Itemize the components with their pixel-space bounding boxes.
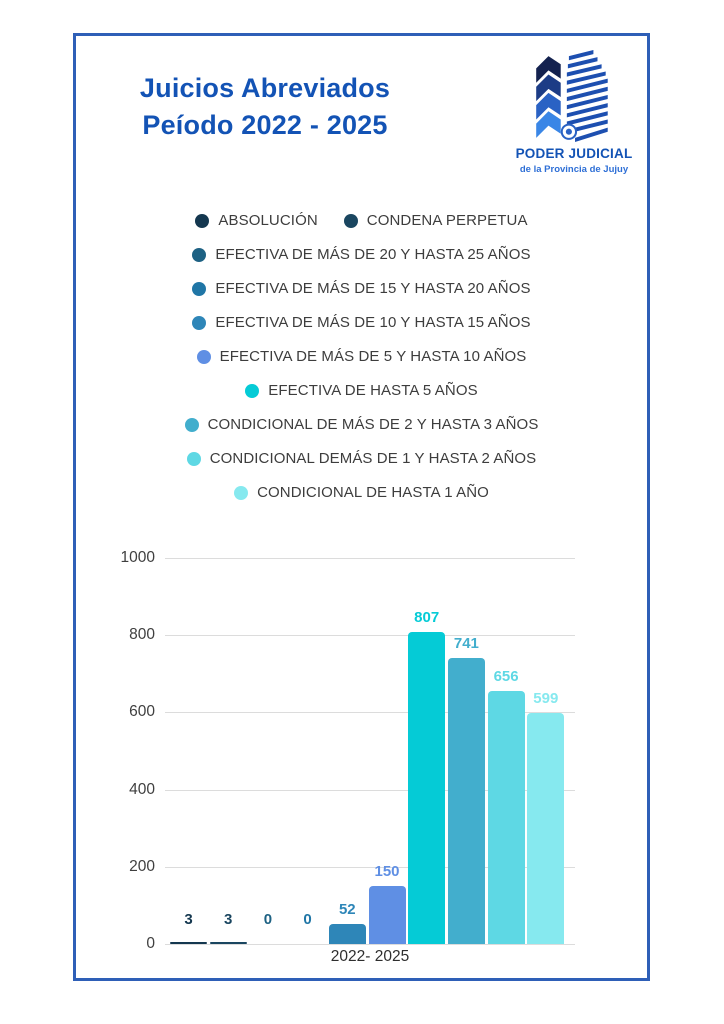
legend-label: EFECTIVA DE MÁS DE 10 Y HASTA 15 AÑOS	[215, 314, 531, 331]
gridline	[165, 944, 575, 945]
y-axis-tick-label: 1000	[120, 549, 155, 566]
legend-label: EFECTIVA DE HASTA 5 AÑOS	[268, 382, 478, 399]
legend-color-dot-icon	[184, 417, 199, 432]
legend-item: CONDENA PERPETUA	[343, 212, 528, 229]
legend-label: CONDICIONAL DEMÁS DE 1 Y HASTA 2 AÑOS	[209, 450, 537, 467]
bar-value-label: 656	[493, 667, 519, 685]
bar-value-label: 807	[414, 609, 440, 627]
legend-item: CONDICIONAL DE MÁS DE 2 Y HASTA 3 AÑOS	[184, 416, 539, 433]
gridline	[165, 789, 575, 791]
chart-legend: ABSOLUCIÓN CONDENA PERPETUA EFECTIVA DE MÁ…	[76, 212, 647, 501]
bar-value-label: 3	[184, 911, 193, 928]
legend-row: EFECTIVA DE MÁS DE 20 Y HASTA 25 AÑOS	[192, 246, 531, 263]
poder-judicial-logo: PODER JUDICIAL de la Provincia de Jujuy	[498, 50, 650, 175]
legend-row: CONDICIONAL DE HASTA 1 AÑO	[234, 484, 489, 501]
bar	[209, 942, 247, 944]
judicial-building-icon	[536, 50, 608, 142]
legend-row: CONDICIONAL DEMÁS DE 1 Y HASTA 2 AÑOS	[186, 450, 537, 467]
bar	[527, 712, 565, 944]
legend-row: CONDICIONAL DE MÁS DE 2 Y HASTA 3 AÑOS	[184, 416, 539, 433]
legend-item: CONDICIONAL DE HASTA 1 AÑO	[234, 484, 489, 501]
legend-item: EFECTIVA DE HASTA 5 AÑOS	[245, 382, 478, 399]
legend-row: EFECTIVA DE MÁS DE 10 Y HASTA 15 AÑOS	[192, 314, 531, 331]
legend-color-dot-icon	[195, 213, 210, 228]
logo-subtitle: de la Provincia de Jujuy	[519, 164, 629, 175]
legend-color-dot-icon	[196, 349, 211, 364]
bar	[408, 632, 446, 944]
legend-label: CONDICIONAL DE HASTA 1 AÑO	[257, 484, 489, 501]
y-axis-tick-label: 400	[129, 780, 155, 798]
legend-color-dot-icon	[192, 281, 207, 296]
bar	[487, 690, 525, 944]
legend-label: ABSOLUCIÓN	[218, 212, 318, 229]
legend-item: CONDICIONAL DEMÁS DE 1 Y HASTA 2 AÑOS	[186, 450, 537, 467]
legend-color-dot-icon	[192, 315, 207, 330]
legend-label: EFECTIVA DE MÁS DE 20 Y HASTA 25 AÑOS	[215, 246, 531, 263]
bar-value-label: 741	[453, 634, 479, 652]
bar	[368, 886, 406, 944]
x-axis-label: 2022- 2025	[330, 948, 410, 965]
bar-value-label: 52	[338, 900, 356, 918]
logo-name: PODER JUDICIAL	[515, 146, 633, 161]
y-axis-tick-label: 0	[146, 935, 155, 952]
y-axis-tick-label: 600	[129, 703, 155, 721]
bar	[447, 657, 485, 944]
legend-item: ABSOLUCIÓN	[195, 212, 318, 229]
bar-value-label: 150	[374, 863, 400, 881]
legend-color-dot-icon	[343, 213, 358, 228]
legend-label: EFECTIVA DE MÁS DE 15 Y HASTA 20 AÑOS	[215, 280, 531, 297]
bar	[328, 923, 366, 944]
gridline	[165, 635, 575, 637]
legend-color-dot-icon	[192, 247, 207, 262]
y-axis-tick-label: 800	[129, 626, 155, 644]
legend-item: EFECTIVA DE MÁS DE 10 Y HASTA 15 AÑOS	[192, 314, 531, 331]
legend-label: CONDENA PERPETUA	[366, 212, 528, 229]
legend-label: EFECTIVA DE MÁS DE 5 Y HASTA 10 AÑOS	[219, 348, 527, 365]
bar	[170, 942, 207, 944]
bar-value-label: 0	[263, 911, 273, 928]
gridline	[165, 558, 575, 559]
legend-item: EFECTIVA DE MÁS DE 20 Y HASTA 25 AÑOS	[192, 246, 531, 263]
y-axis-tick-label: 200	[129, 857, 155, 875]
bar-value-label: 599	[533, 689, 559, 707]
page-title-line2: Peíodo 2022 - 2025	[142, 110, 388, 140]
legend-row: ABSOLUCIÓN CONDENA PERPETUA	[195, 212, 527, 229]
legend-color-dot-icon	[245, 383, 260, 398]
legend-color-dot-icon	[186, 451, 201, 466]
bar-value-label: 3	[224, 911, 233, 928]
legend-label: CONDICIONAL DE MÁS DE 2 Y HASTA 3 AÑOS	[207, 416, 539, 433]
page-title: Juicios Abreviados Peíodo 2022 - 2025	[100, 70, 430, 144]
legend-item: EFECTIVA DE MÁS DE 5 Y HASTA 10 AÑOS	[196, 348, 527, 365]
legend-row: EFECTIVA DE MÁS DE 15 Y HASTA 20 AÑOS	[192, 280, 531, 297]
bar-value-label: 0	[303, 911, 312, 928]
legend-item: EFECTIVA DE MÁS DE 15 Y HASTA 20 AÑOS	[192, 280, 531, 297]
gridline	[165, 866, 575, 868]
legend-color-dot-icon	[234, 485, 249, 500]
legend-row: EFECTIVA DE HASTA 5 AÑOS	[245, 382, 478, 399]
gridline	[165, 712, 575, 714]
page-title-line1: Juicios Abreviados	[139, 73, 391, 103]
legend-row: EFECTIVA DE MÁS DE 5 Y HASTA 10 AÑOS	[196, 348, 527, 365]
